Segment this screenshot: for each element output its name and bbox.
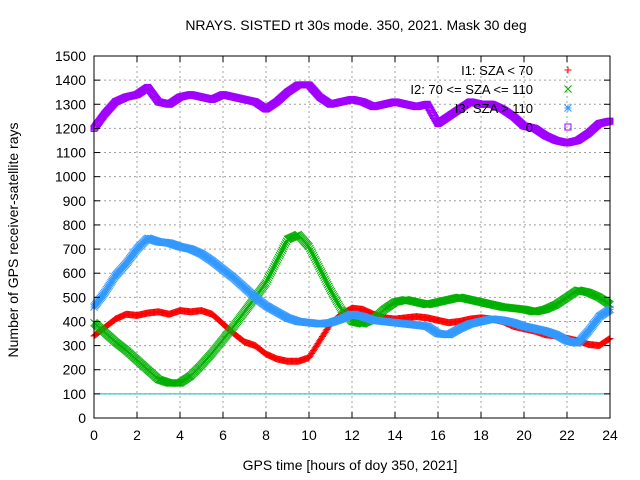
data-point bbox=[315, 264, 324, 273]
y-tick-label: 1000 bbox=[55, 169, 86, 185]
legend-marker bbox=[564, 123, 572, 131]
y-tick-label: 700 bbox=[63, 241, 87, 257]
data-point-interpolated bbox=[314, 260, 322, 269]
data-point-interpolated bbox=[275, 251, 284, 260]
data-point-interpolated bbox=[264, 273, 273, 282]
data-point-interpolated bbox=[318, 269, 327, 278]
y-tick-label: 800 bbox=[63, 217, 87, 233]
y-tick-label: 100 bbox=[63, 386, 87, 402]
data-point-interpolated bbox=[278, 246, 286, 255]
series-2 bbox=[90, 230, 614, 387]
x-tick-label: 0 bbox=[90, 427, 98, 443]
x-tick-label: 22 bbox=[559, 427, 575, 443]
legend-marker bbox=[564, 85, 572, 93]
series-4 bbox=[90, 81, 614, 147]
x-tick-label: 8 bbox=[262, 427, 270, 443]
data-point-interpolated bbox=[317, 268, 326, 276]
data-point-interpolated bbox=[605, 335, 613, 343]
data-point bbox=[262, 278, 270, 287]
x-axis-label: GPS time [hours of doy 350, 2021] bbox=[243, 457, 458, 473]
data-point-interpolated bbox=[175, 379, 183, 387]
y-tick-label: 1300 bbox=[55, 96, 86, 112]
x-tick-label: 10 bbox=[301, 427, 317, 443]
data-point-interpolated bbox=[263, 277, 271, 285]
x-tick-label: 2 bbox=[133, 427, 141, 443]
legend-marker bbox=[564, 104, 572, 112]
y-tick-label: 1500 bbox=[55, 48, 86, 64]
data-point-interpolated bbox=[306, 244, 314, 253]
x-tick-label: 12 bbox=[344, 427, 360, 443]
data-point-interpolated bbox=[272, 259, 280, 267]
data-point-interpolated bbox=[315, 262, 323, 271]
data-point-interpolated bbox=[323, 278, 331, 287]
grid bbox=[94, 56, 610, 418]
x-tick-label: 14 bbox=[387, 427, 403, 443]
x-tick-label: 4 bbox=[176, 427, 184, 443]
data-point-interpolated bbox=[266, 269, 275, 278]
data-point-interpolated bbox=[310, 253, 319, 262]
y-tick-label: 1200 bbox=[55, 120, 86, 136]
data-point-interpolated bbox=[280, 240, 289, 249]
data-point-interpolated bbox=[319, 271, 328, 280]
data-point-interpolated bbox=[604, 336, 612, 344]
data-point-interpolated bbox=[323, 280, 332, 289]
axis-ticks: 0100200300400500600700800900100011001200… bbox=[55, 48, 618, 443]
y-tick-label: 400 bbox=[63, 313, 87, 329]
legend-marker bbox=[564, 66, 572, 74]
data-point-interpolated bbox=[265, 271, 274, 280]
data-point-interpolated bbox=[273, 255, 282, 264]
data-series bbox=[90, 81, 614, 387]
legend-label: I3: SZA > 110 bbox=[455, 101, 533, 116]
y-tick-label: 900 bbox=[63, 193, 87, 209]
data-point-interpolated bbox=[269, 264, 278, 273]
data-point-interpolated bbox=[267, 268, 276, 276]
chart-title: NRAYS. SISTED rt 30s mode. 350, 2021. Ma… bbox=[185, 17, 526, 33]
data-point-interpolated bbox=[263, 275, 272, 284]
data-point-interpolated bbox=[306, 246, 315, 255]
series-3 bbox=[90, 234, 614, 348]
x-tick-label: 6 bbox=[219, 427, 227, 443]
legend-label: 0 bbox=[526, 120, 533, 135]
data-point bbox=[272, 257, 281, 265]
data-point-interpolated bbox=[322, 277, 330, 285]
data-point-interpolated bbox=[276, 250, 285, 258]
y-tick-label: 1400 bbox=[55, 72, 86, 88]
data-point-interpolated bbox=[271, 260, 279, 269]
legend: I1: SZA < 70 I2: 70 <= SZA <= 110 I3: SZA … bbox=[410, 63, 572, 135]
data-point-interpolated bbox=[308, 250, 317, 258]
data-point-interpolated bbox=[309, 251, 318, 260]
y-tick-label: 1100 bbox=[56, 145, 86, 161]
data-point-interpolated bbox=[307, 248, 316, 256]
legend-label: I2: 70 <= SZA <= 110 bbox=[410, 82, 533, 97]
x-tick-label: 24 bbox=[602, 427, 618, 443]
x-tick-label: 16 bbox=[430, 427, 446, 443]
data-point-interpolated bbox=[313, 259, 321, 267]
data-point-interpolated bbox=[321, 275, 329, 284]
data-point-interpolated bbox=[279, 244, 287, 253]
legend-label: I1: SZA < 70 bbox=[461, 63, 533, 78]
y-tick-label: 500 bbox=[63, 289, 87, 305]
data-point-interpolated bbox=[320, 273, 329, 282]
data-point-interpolated bbox=[268, 266, 277, 275]
x-tick-label: 20 bbox=[516, 427, 532, 443]
y-tick-label: 600 bbox=[63, 265, 87, 281]
x-tick-label: 18 bbox=[473, 427, 489, 443]
data-point bbox=[305, 242, 313, 251]
data-point-interpolated bbox=[277, 248, 286, 256]
data-point-interpolated bbox=[270, 262, 278, 271]
y-tick-label: 300 bbox=[63, 338, 87, 354]
data-point-interpolated bbox=[316, 266, 325, 275]
data-point-interpolated bbox=[324, 282, 333, 291]
y-tick-label: 0 bbox=[78, 410, 86, 426]
data-point-interpolated bbox=[312, 257, 321, 265]
y-axis-label: Number of GPS receiver-satellite rays bbox=[5, 123, 21, 358]
y-tick-label: 200 bbox=[63, 362, 87, 378]
data-point-interpolated bbox=[274, 253, 283, 262]
data-point-interpolated bbox=[311, 255, 320, 264]
data-point-interpolated bbox=[280, 242, 288, 251]
